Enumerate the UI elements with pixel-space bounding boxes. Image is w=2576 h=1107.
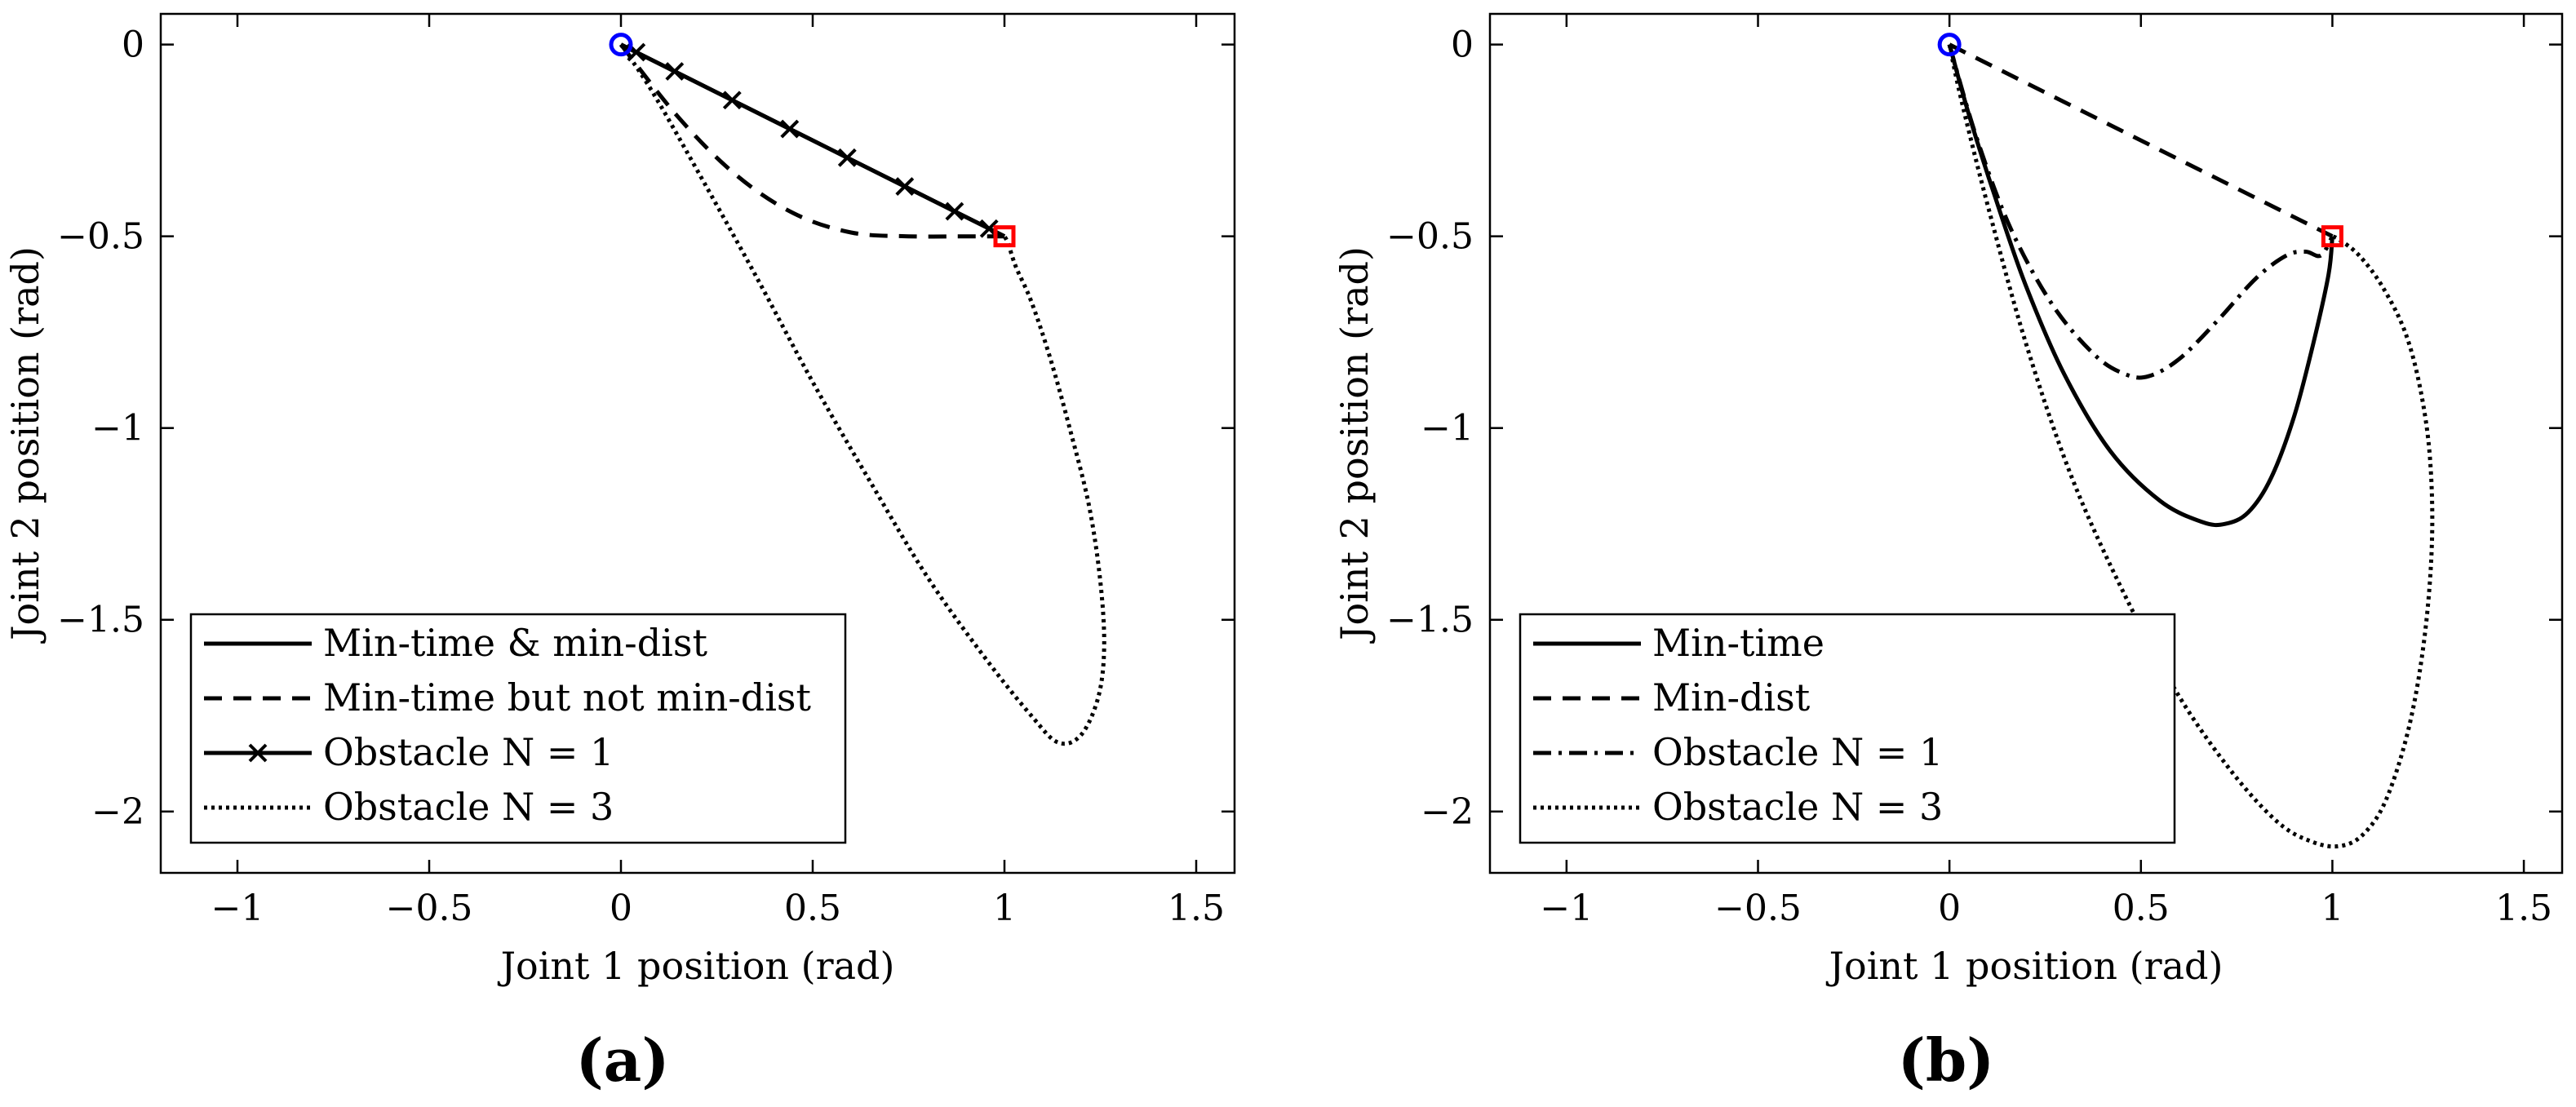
y-tick-label: −2 xyxy=(91,791,144,833)
y-tick-label: 0 xyxy=(122,24,144,66)
panel-a-label: (a) xyxy=(576,1025,670,1095)
y-tick-label: −0.5 xyxy=(57,216,144,258)
x-tick-label: 0 xyxy=(610,888,632,929)
legend-entry-min-time-min-dist: Min-time & min-dist xyxy=(323,621,707,665)
x-tick-label: 0.5 xyxy=(784,888,841,929)
x-tick-label: −1 xyxy=(211,888,264,929)
y-tick-label: −1.5 xyxy=(1386,600,1474,641)
series-line-obstacle-n-1 xyxy=(1947,43,2334,380)
series-line-min-dist xyxy=(1949,42,2334,238)
goal-marker xyxy=(993,225,1016,248)
y-tick-label: −1.5 xyxy=(57,600,144,641)
legend-marker-x xyxy=(248,743,268,763)
x-axis-label: Joint 1 position (rad) xyxy=(1826,944,2224,988)
x-tick-label: 1.5 xyxy=(2495,888,2552,929)
axes-frame xyxy=(1488,12,2564,875)
legend: Min-time & min-dist Min-time but not min-… xyxy=(189,613,847,844)
x-tick-label: 1 xyxy=(2321,888,2343,929)
x-tick-label: 0 xyxy=(1938,888,1961,929)
x-axis-label: Joint 1 position (rad) xyxy=(498,944,895,988)
legend-entry-obstacle-n-3: Obstacle N = 3 xyxy=(1652,785,1943,829)
series-line-obstacle-n-1 xyxy=(619,42,1006,238)
y-tick-label: −2 xyxy=(1421,791,1474,833)
x-tick-label: −1 xyxy=(1540,888,1593,929)
y-tick-label: 0 xyxy=(1451,24,1474,66)
panel-b-label: (b) xyxy=(1898,1025,1994,1095)
series-marker-x xyxy=(945,201,964,221)
y-axis-label: Joint 2 position (rad) xyxy=(1332,246,1377,644)
x-tick-label: −0.5 xyxy=(1714,888,1802,929)
series-line-min-time xyxy=(1947,43,2334,528)
y-tick-label: −1 xyxy=(91,408,144,449)
plot-area xyxy=(619,42,1106,746)
legend-entry-min-dist: Min-dist xyxy=(1652,675,1811,720)
start-marker xyxy=(609,33,633,57)
legend: Min-time Min-dist Obstacle N = 1 Obstacle N… xyxy=(1519,613,2176,844)
y-tick-label: −1 xyxy=(1421,408,1474,449)
panel-a-chart: −1 −0.5 0 0.5 1 1.5 0 −0.5 −1 −1.5 −2 Joint 1 posit… xyxy=(3,12,1236,988)
legend-entry-min-time: Min-time xyxy=(1652,621,1824,665)
x-tick-label: 0.5 xyxy=(2113,888,2170,929)
y-tick-label: −0.5 xyxy=(1386,216,1474,258)
legend-entry-obstacle-n-1: Obstacle N = 1 xyxy=(1652,730,1943,774)
x-tick-label: −0.5 xyxy=(386,888,473,929)
legend-box xyxy=(189,613,847,844)
goal-marker xyxy=(2321,225,2343,248)
legend-entry-obstacle-n-1: Obstacle N = 1 xyxy=(323,730,614,774)
series-marker-x xyxy=(665,62,685,81)
series-marker-x xyxy=(722,91,742,110)
legend-box xyxy=(1519,613,2176,844)
series-line-min-time-but-not-min-dist xyxy=(619,43,1004,239)
series-marker-x xyxy=(780,119,800,139)
panel-b-chart: −1 −0.5 0 0.5 1 1.5 0 −0.5 −1 −1.5 −2 Joint 1 posit… xyxy=(1332,12,2564,988)
plot-area xyxy=(1947,42,2435,849)
series-line-obstacle-n-3 xyxy=(619,43,1106,746)
series-line-obstacle-n-3 xyxy=(1947,44,2435,849)
legend-entry-obstacle-n-3: Obstacle N = 3 xyxy=(323,785,614,829)
axes-frame xyxy=(159,12,1236,875)
y-axis-label: Joint 2 position (rad) xyxy=(3,246,47,644)
start-marker xyxy=(1937,33,1962,57)
legend-entry-min-time-but-not-min-dist: Min-time but not min-dist xyxy=(323,675,812,720)
x-tick-label: 1.5 xyxy=(1168,888,1225,929)
series-marker-x xyxy=(895,177,915,196)
series-marker-x xyxy=(837,148,857,167)
x-tick-label: 1 xyxy=(993,888,1016,929)
